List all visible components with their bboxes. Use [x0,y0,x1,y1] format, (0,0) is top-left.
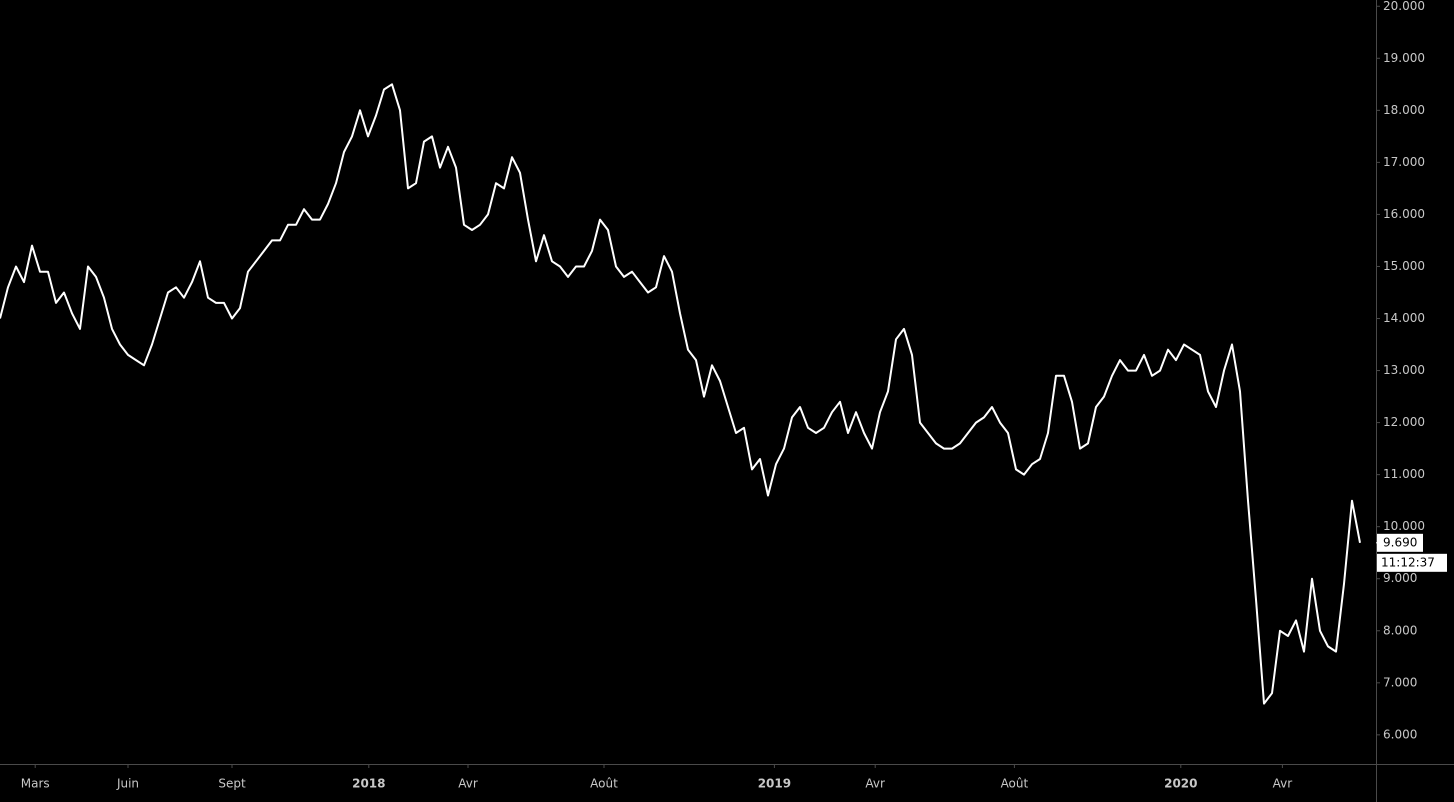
price-line [0,83,1361,705]
y-tick-label: 18.000 [1383,103,1425,117]
x-tick-label: 2020 [1164,777,1197,791]
x-tick-label: 2019 [758,777,791,791]
x-tick-label: Avr [1273,777,1293,791]
y-tick-label: 20.000 [1383,0,1425,13]
x-tick-label: Juin [116,777,139,791]
x-tick-label: Sept [218,777,246,791]
y-tick-label: 7.000 [1383,675,1417,689]
y-tick-label: 12.000 [1383,415,1425,429]
x-tick-label: Avr [865,777,885,791]
y-tick-label: 13.000 [1383,363,1425,377]
y-tick-label: 8.000 [1383,623,1417,637]
last-time-tag [1377,553,1447,572]
last-price-label: 9.690 [1383,535,1417,549]
y-tick-label: 10.000 [1383,519,1425,533]
y-tick-label: 17.000 [1383,155,1425,169]
x-tick-label: 2018 [352,777,385,791]
y-tick-label: 15.000 [1383,259,1425,273]
y-tick-label: 16.000 [1383,207,1425,221]
y-tick-label: 14.000 [1383,311,1425,325]
x-tick-label: Août [1001,777,1029,791]
y-tick-label: 9.000 [1383,571,1417,585]
y-tick-label: 19.000 [1383,51,1425,65]
y-tick-label: 6.000 [1383,727,1417,741]
y-tick-label: 11.000 [1383,467,1425,481]
x-tick-label: Mars [21,777,50,791]
x-tick-label: Août [590,777,618,791]
last-time-label: 11:12:37 [1381,555,1435,569]
last-price-tag [1377,533,1423,552]
x-tick-label: Avr [458,777,478,791]
